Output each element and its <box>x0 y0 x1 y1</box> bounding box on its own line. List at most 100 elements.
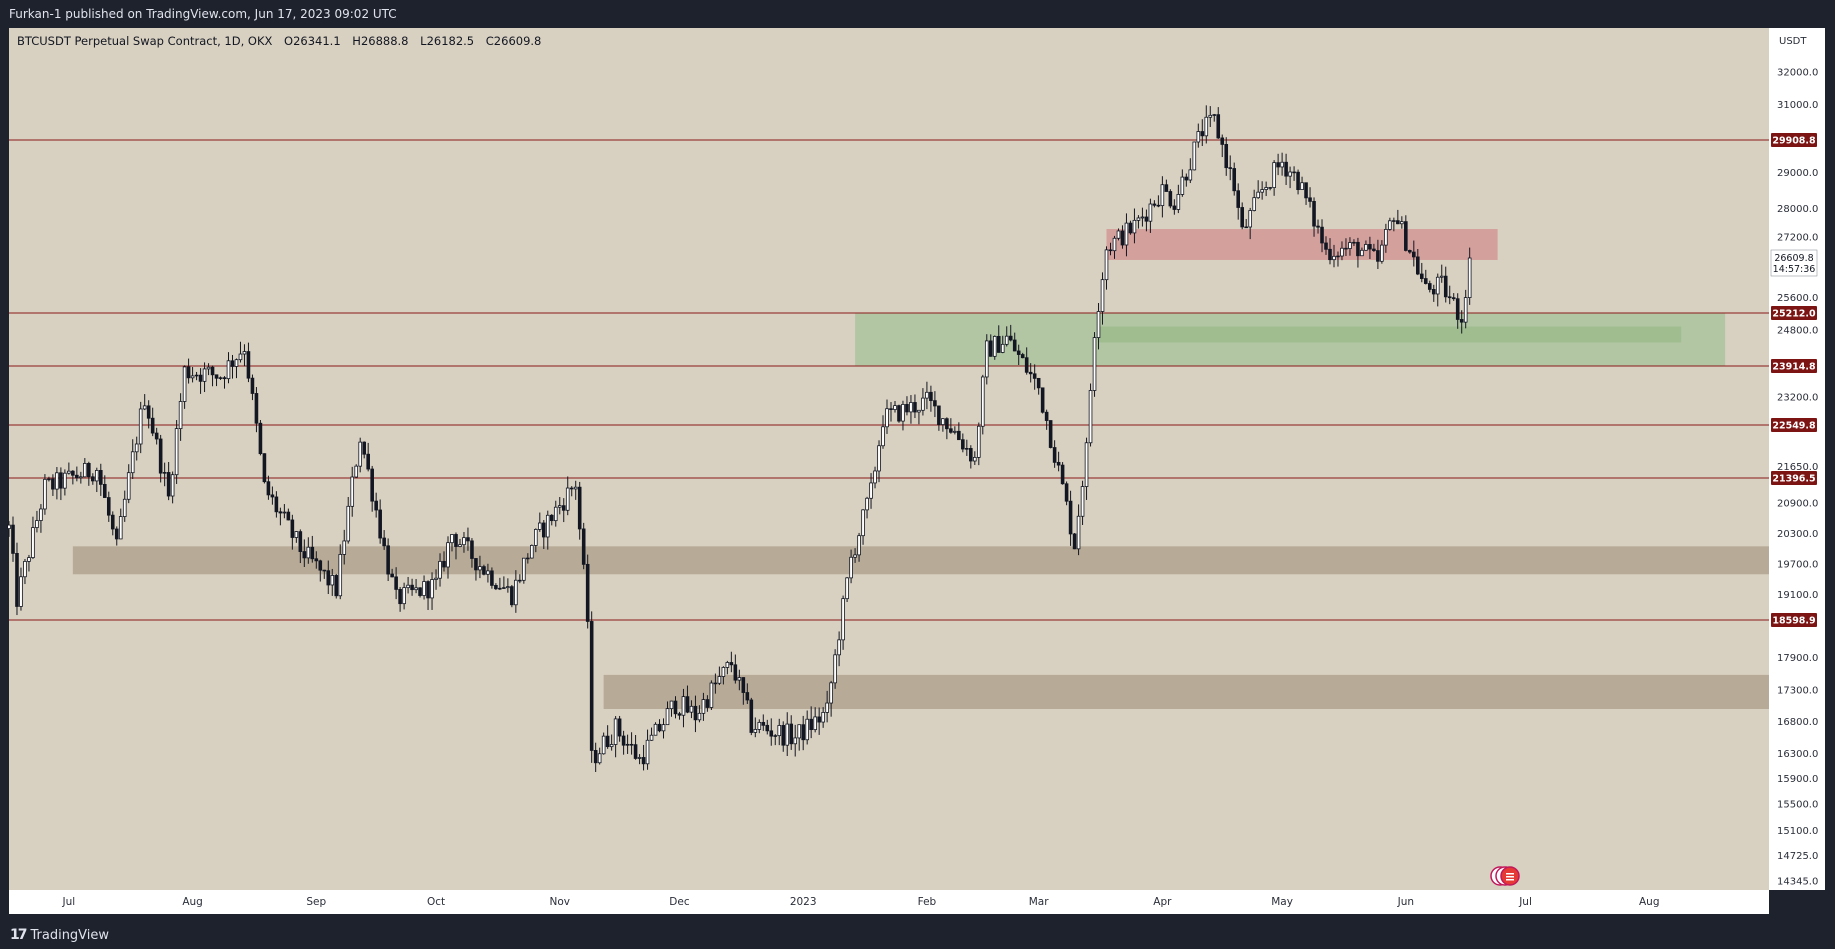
candle <box>462 532 466 553</box>
candle <box>577 481 582 540</box>
candle-body <box>498 587 502 590</box>
flag-icon[interactable] <box>1490 866 1520 886</box>
candle-body <box>729 662 734 666</box>
candle-body <box>182 366 187 402</box>
candle <box>1196 123 1201 148</box>
candle <box>1312 197 1316 237</box>
candle-body <box>777 725 782 737</box>
candle <box>214 374 219 387</box>
candle-body <box>1136 217 1141 221</box>
candle-body <box>1068 500 1073 535</box>
candle-body <box>945 418 949 430</box>
candle <box>1064 481 1069 506</box>
candle <box>885 399 889 434</box>
candle-body <box>949 428 953 433</box>
candle <box>1212 113 1217 122</box>
candle <box>230 354 235 379</box>
candle <box>1164 179 1169 192</box>
candle-body <box>565 487 570 511</box>
candle <box>1316 219 1320 234</box>
candle <box>1048 420 1053 449</box>
candle-body <box>1447 296 1452 299</box>
y-tick-label: 17300.0 <box>1777 686 1818 697</box>
candle <box>721 666 726 685</box>
candle-body <box>669 700 674 710</box>
candle-body <box>1060 464 1065 485</box>
candle <box>334 573 339 599</box>
candle <box>1144 209 1149 232</box>
candle-body <box>581 528 586 565</box>
candle <box>1240 202 1244 230</box>
candle-body <box>745 692 750 701</box>
current-price-label: 26609.8 <box>1774 253 1813 264</box>
candle-body <box>1132 219 1137 234</box>
candle <box>681 688 686 728</box>
candle-body <box>114 528 119 540</box>
candle <box>653 722 658 736</box>
candle <box>1112 235 1117 259</box>
candle <box>1272 160 1276 196</box>
candle-body <box>406 584 410 589</box>
candle-body <box>1427 283 1432 290</box>
candle <box>378 499 382 544</box>
candle <box>498 577 502 591</box>
candle <box>677 711 682 720</box>
candle-body <box>545 514 550 538</box>
candle-body <box>749 699 754 733</box>
candle-body <box>1463 297 1468 323</box>
candle-body <box>15 553 19 607</box>
candle <box>661 718 666 739</box>
candle <box>929 385 933 412</box>
candle-body <box>350 476 355 507</box>
candle-body <box>506 586 510 589</box>
candle-body <box>1340 247 1344 257</box>
candle <box>366 442 370 472</box>
candle <box>1244 219 1248 229</box>
candle <box>1360 247 1364 257</box>
candle <box>430 572 434 610</box>
tradingview-brand[interactable]: TradingView <box>30 927 110 943</box>
candle <box>797 724 802 751</box>
candle-body <box>737 677 742 681</box>
candle <box>865 496 869 519</box>
candle-body <box>793 737 798 745</box>
candle-body <box>198 374 203 382</box>
candle-body <box>454 534 458 547</box>
candle-body <box>1184 176 1189 181</box>
tradingview-logo-icon[interactable]: 17 <box>10 927 28 943</box>
candle <box>753 717 758 738</box>
legend-open: O26341.1 <box>284 34 341 48</box>
time-axis[interactable]: Jul Aug Sep Oct Nov Dec 2023 Feb Mar Apr May Jun Jul… <box>62 896 1660 908</box>
zone-gray-4 <box>603 674 1770 709</box>
candle <box>1352 239 1356 247</box>
candle <box>190 367 195 383</box>
candle <box>988 334 993 357</box>
candle <box>1300 176 1304 191</box>
candle-body <box>154 432 159 440</box>
candle-body <box>809 718 813 731</box>
candle <box>1000 335 1005 354</box>
candle-body <box>1048 420 1053 448</box>
candle <box>514 570 518 613</box>
candle-body <box>925 391 929 399</box>
candle <box>757 719 762 734</box>
candle-body <box>1168 191 1173 207</box>
candle <box>889 402 893 422</box>
candle <box>665 701 670 726</box>
y-tick-label: 15900.0 <box>1777 774 1818 785</box>
candle-body <box>214 374 219 379</box>
candle-body <box>789 723 794 745</box>
candle <box>1463 289 1468 329</box>
candle-body <box>797 724 802 739</box>
price-axis[interactable]: USDT 32000.0 31000.0 29000.0 28000.0 27200.0… <box>1777 36 1818 888</box>
candle-body <box>186 366 191 379</box>
candle <box>67 462 71 475</box>
candle-body <box>67 470 71 474</box>
candle-body <box>91 476 95 482</box>
candle <box>238 341 243 363</box>
chart[interactable]: USDT 32000.0 31000.0 29000.0 28000.0 27200.0… <box>0 0 1835 921</box>
candle-body <box>1052 447 1057 463</box>
candle-body <box>370 468 374 502</box>
candle-body <box>59 472 63 489</box>
candle-body <box>7 524 11 529</box>
